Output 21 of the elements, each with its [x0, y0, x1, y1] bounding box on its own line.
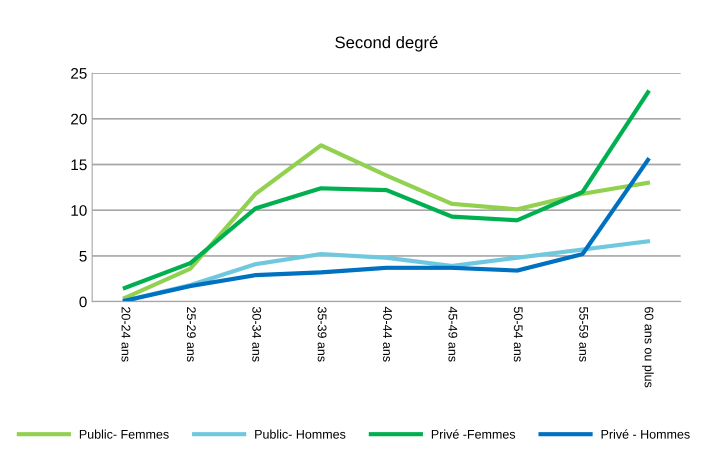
y-tick-label: 15 — [71, 160, 87, 170]
y-tick-label: 20 — [71, 114, 87, 125]
y-tick-label: 5 — [79, 250, 87, 262]
x-tick-label: 40-44 ans — [383, 306, 392, 362]
legend-label: Privé - Hommes — [602, 429, 690, 439]
x-tick-label: 25-29 ans — [186, 307, 196, 362]
x-tick-label: 45-49 ans — [448, 306, 458, 362]
y-tick-label: 25 — [71, 68, 87, 79]
x-tick-label: 55-59 ans — [579, 306, 588, 362]
x-tick-label: 60 ans ou plus — [642, 307, 654, 388]
x-tick-label: 50-54 ans — [514, 306, 523, 362]
legend-label: Public- Femmes — [80, 430, 169, 439]
legend-label: Privé -Femmes — [432, 429, 516, 439]
x-tick-label: 35-39 ans — [318, 306, 327, 362]
legend-label: Public- Hommes — [255, 430, 346, 439]
x-tick-label: 30-34 ans — [252, 306, 262, 362]
y-tick-label: 0 — [79, 296, 87, 308]
chart-title: Second degré — [335, 36, 438, 52]
line-series — [122, 90, 650, 290]
y-tick-label: 10 — [71, 205, 87, 216]
x-tick-label: 20-24 ans — [122, 307, 130, 362]
